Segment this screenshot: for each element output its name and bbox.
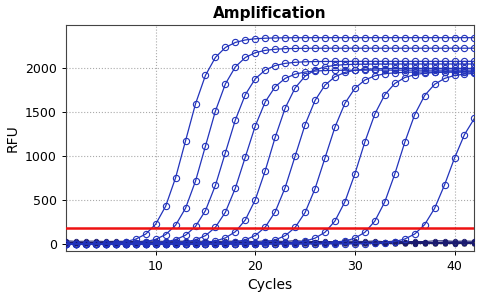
X-axis label: Cycles: Cycles (248, 278, 293, 292)
Title: Amplification: Amplification (214, 6, 327, 21)
Y-axis label: RFU: RFU (6, 124, 20, 152)
